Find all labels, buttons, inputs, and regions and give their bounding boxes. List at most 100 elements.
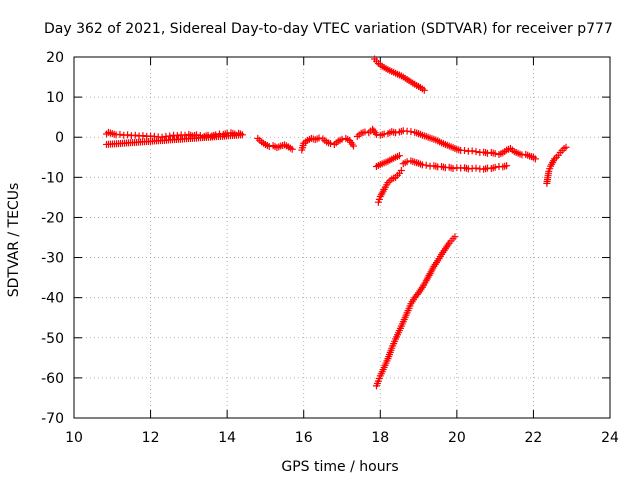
series-arc-5: [543, 143, 570, 187]
data-point: [355, 131, 363, 139]
data-point: [348, 140, 356, 148]
data-point: [439, 163, 447, 171]
data-point: [428, 135, 436, 143]
data-point: [406, 302, 414, 310]
data-point: [528, 153, 536, 161]
data-point: [383, 357, 391, 365]
data-point: [444, 241, 452, 249]
data-point: [455, 146, 463, 154]
data-point: [418, 85, 426, 93]
data-point: [512, 148, 520, 156]
data-point: [260, 139, 268, 147]
data-point: [550, 157, 558, 165]
series-arc-4: [353, 125, 539, 163]
data-point: [508, 146, 516, 154]
x-tick-label: 16: [295, 430, 313, 446]
data-point: [375, 195, 383, 203]
data-point: [384, 66, 392, 74]
data-point: [462, 164, 470, 172]
data-point: [415, 82, 423, 90]
data-point: [420, 132, 428, 140]
series-arc-3: [298, 134, 357, 154]
data-point: [447, 237, 455, 245]
data-point: [397, 167, 405, 175]
data-point: [378, 160, 386, 168]
data-point: [286, 144, 294, 152]
x-tick-label: 14: [218, 430, 236, 446]
series-arc-10: [372, 233, 459, 390]
data-point: [398, 320, 406, 328]
data-point: [439, 140, 447, 148]
data-point: [372, 57, 380, 65]
data-point: [451, 144, 459, 152]
data-point: [392, 69, 400, 77]
data-point: [548, 160, 556, 168]
data-point: [421, 279, 429, 287]
data-point: [402, 311, 410, 319]
data-point: [379, 187, 387, 195]
data-point: [432, 259, 440, 267]
data-point: [432, 136, 440, 144]
data-point: [394, 329, 402, 337]
data-point: [412, 292, 420, 300]
data-point: [424, 133, 432, 141]
data-point: [313, 135, 321, 143]
data-point: [325, 139, 333, 147]
data-point: [397, 127, 405, 135]
data-point: [386, 177, 394, 185]
grid: [74, 57, 610, 418]
data-point: [332, 139, 340, 147]
y-tick-label: -50: [41, 331, 64, 347]
data-point: [379, 366, 387, 374]
data-point: [382, 158, 390, 166]
data-point: [383, 181, 391, 189]
x-tick-label: 22: [525, 430, 543, 446]
x-tick-label: 24: [601, 430, 619, 446]
data-point: [275, 143, 283, 151]
x-tick-label: 10: [65, 430, 83, 446]
data-point: [416, 160, 424, 168]
data-point: [443, 141, 451, 149]
data-point: [302, 138, 310, 146]
y-tick-label: -10: [41, 170, 64, 186]
y-tick-label: -20: [41, 210, 64, 226]
series-arc-9: [374, 167, 405, 206]
y-tick-label: -40: [41, 291, 64, 307]
y-tick-labels: -70 -60 -50 -40 -30 -20 -10 0 10 20: [41, 50, 64, 427]
y-tick-label: 20: [46, 50, 64, 66]
data-point: [544, 169, 552, 177]
y-tick-label: 10: [46, 90, 64, 106]
series-arc-7: [372, 152, 403, 171]
x-tick-label: 12: [142, 430, 160, 446]
data-point: [501, 162, 509, 170]
data-point: [321, 136, 329, 144]
data-point: [403, 75, 411, 83]
data-point: [282, 142, 290, 150]
data-point: [482, 165, 490, 173]
data-point: [359, 129, 367, 137]
data-point: [516, 150, 524, 158]
data-point: [425, 271, 433, 279]
plot-frame: [73, 56, 611, 419]
data-point: [436, 252, 444, 260]
data-point: [391, 337, 399, 345]
data-point: [386, 156, 394, 164]
data-point: [489, 149, 497, 157]
data-point: [468, 147, 476, 155]
data-point: [440, 247, 448, 255]
axis-ticks: [73, 56, 611, 419]
series-arc-8: [399, 157, 511, 173]
data-point: [105, 140, 113, 148]
data-point: [531, 155, 539, 163]
data-point: [447, 164, 455, 172]
data-point: [401, 159, 409, 167]
data-points: [103, 55, 570, 390]
data-point: [375, 374, 383, 382]
x-tick-labels: 10 12 14 16 18 20 22 24: [65, 430, 619, 446]
data-point: [380, 63, 388, 71]
data-point: [472, 164, 480, 172]
data-point: [447, 143, 455, 151]
data-point: [546, 165, 554, 173]
data-point: [409, 157, 417, 165]
